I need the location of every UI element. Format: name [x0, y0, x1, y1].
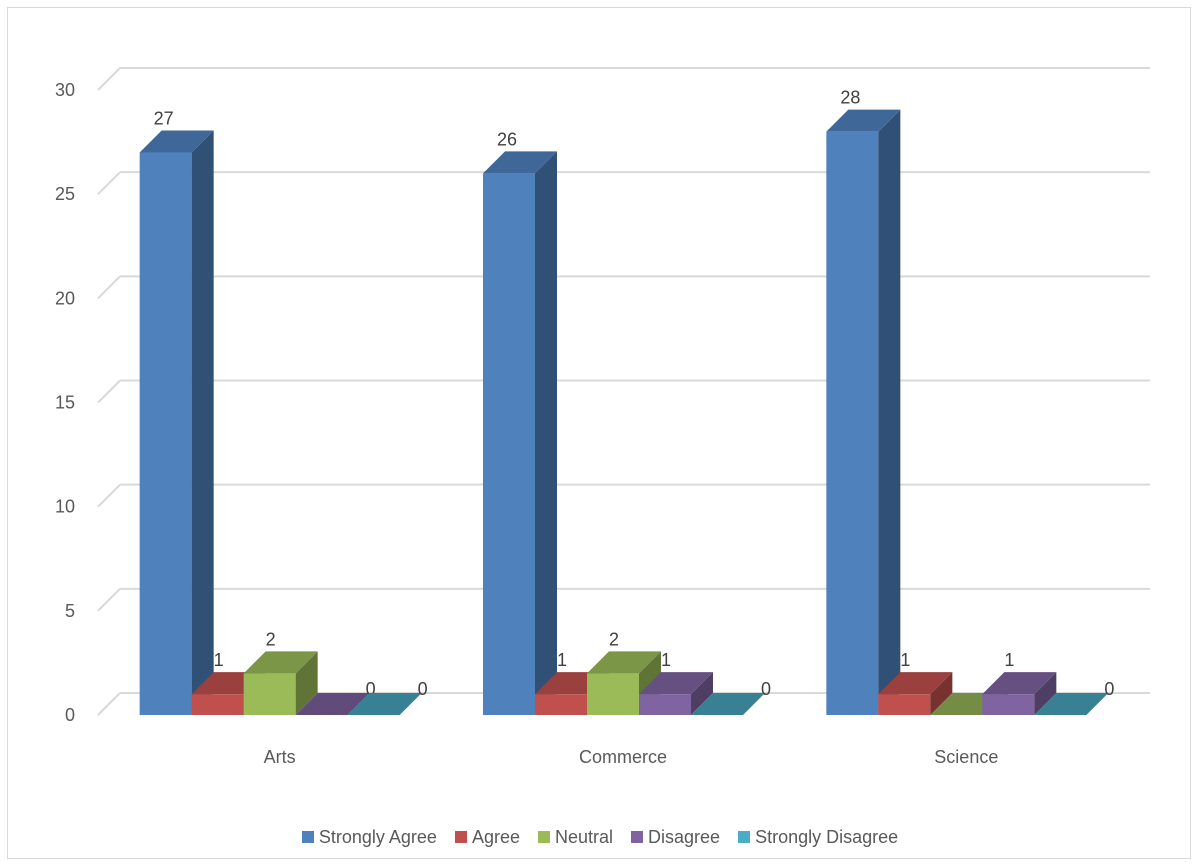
bar-top [1034, 693, 1109, 715]
bar-top [878, 672, 953, 695]
legend-item: Neutral [537, 826, 614, 848]
bar-side [691, 672, 713, 715]
data-label: 1 [1004, 650, 1014, 670]
data-label: 1 [557, 650, 567, 670]
y-tick-label: 5 [65, 601, 75, 621]
data-label: 2 [266, 629, 276, 649]
legend-item: Strongly Agree [301, 826, 437, 848]
bar-front [826, 131, 879, 715]
grid-diagonal [97, 275, 121, 300]
legend-swatch [631, 831, 644, 843]
bar-front [587, 673, 639, 715]
bar-side [295, 651, 318, 715]
data-label: 27 [154, 109, 174, 129]
data-label: 1 [214, 650, 224, 670]
category-label: Science [934, 747, 998, 767]
grid-diagonal [97, 588, 121, 612]
bar-front [535, 694, 587, 715]
data-label: 28 [840, 88, 860, 108]
legend-label: Strongly Agree [318, 826, 437, 847]
bar-front [139, 152, 192, 715]
category-label: Commerce [579, 747, 667, 767]
bar-front [243, 673, 296, 715]
bar-top [243, 651, 318, 674]
data-label: 26 [497, 129, 517, 149]
legend-item: Strongly Disagree [738, 827, 898, 848]
legend-swatch [301, 831, 314, 843]
legend-label: Disagree [648, 826, 721, 847]
grid-diagonal [97, 171, 121, 195]
y-tick-label: 25 [55, 184, 75, 204]
y-tick-label: 15 [55, 393, 75, 413]
bar-top [826, 109, 901, 132]
bar-front [639, 694, 691, 715]
bar-front [878, 694, 931, 715]
grid-diagonal [97, 379, 121, 404]
bar-side [878, 109, 901, 715]
bar-front [982, 694, 1035, 715]
bar-top [691, 693, 765, 715]
legend-swatch [537, 831, 550, 843]
data-label: 0 [1104, 679, 1114, 699]
grid-diagonal [97, 483, 121, 508]
legend-label: Agree [471, 826, 520, 847]
grid-diagonal [97, 692, 121, 716]
bar-side [535, 151, 557, 716]
bar-side [191, 130, 214, 715]
legend-item: Agree [454, 826, 520, 848]
bar-top [587, 651, 661, 674]
data-label: 0 [366, 679, 376, 699]
bar-top [347, 693, 422, 715]
legend-swatch [738, 831, 751, 843]
y-tick-label: 0 [65, 705, 75, 725]
y-tick-label: 20 [55, 288, 75, 308]
legend-item: Disagree [631, 827, 720, 848]
chart-legend: Strongly Agree Agree Neutral Disagree Strong… [0, 822, 1200, 852]
y-tick-label: 30 [55, 80, 75, 100]
data-label: 0 [761, 679, 771, 699]
legend-label: Strongly Disagree [755, 826, 899, 847]
bar-top [483, 151, 557, 174]
y-tick-label: 10 [55, 497, 75, 517]
legend-label: Neutral [554, 826, 614, 847]
data-label: 1 [900, 650, 910, 670]
grid-diagonal [97, 67, 121, 91]
legend-swatch [454, 831, 467, 843]
data-label: 2 [609, 629, 619, 649]
bar-top [982, 672, 1057, 695]
bar-front [191, 694, 244, 715]
category-label: Arts [264, 747, 296, 767]
bar-front [483, 173, 535, 716]
bar-side [930, 672, 953, 715]
data-label: 0 [418, 679, 428, 699]
data-label: 1 [661, 650, 671, 670]
bar-top [639, 672, 713, 695]
chart-plot: 051015202530271200Arts261210Commerce2810… [55, 67, 1150, 767]
bar-side [1034, 672, 1057, 715]
bar-top [139, 130, 214, 153]
bar-top [295, 693, 370, 715]
